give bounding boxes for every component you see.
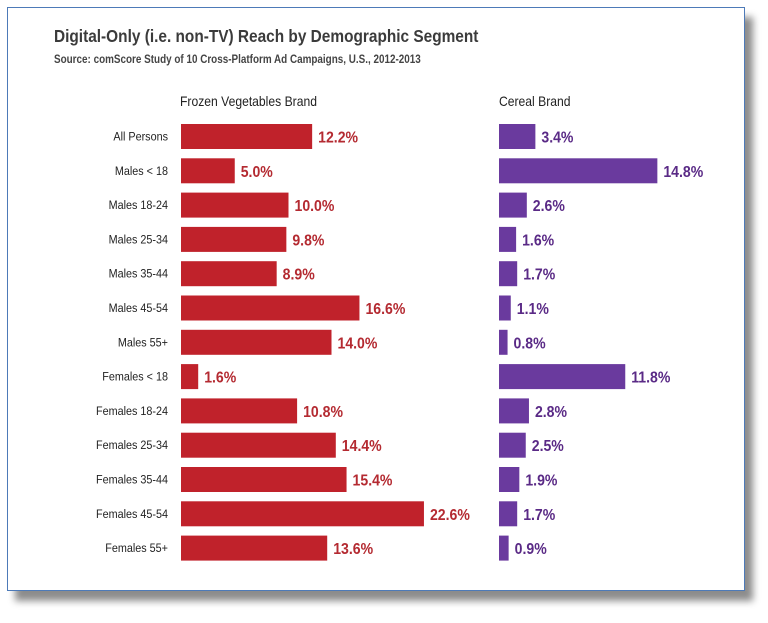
bar-cereal [499, 501, 518, 527]
data-label-frozen-vegetables: 9.8% [292, 232, 324, 250]
data-label-cereal: 1.7% [523, 266, 555, 284]
bar-cereal [499, 398, 529, 424]
data-label-cereal: 14.8% [663, 163, 703, 181]
data-label-cereal: 2.6% [533, 197, 565, 215]
data-label-cereal: 1.1% [517, 300, 549, 318]
data-label-frozen-vegetables: 22.6% [430, 506, 470, 524]
bar-cereal [499, 535, 509, 561]
bar-cereal [499, 226, 517, 252]
data-label-cereal: 1.9% [525, 472, 557, 490]
data-label-frozen-vegetables: 10.0% [295, 197, 335, 215]
bar-cereal [499, 261, 518, 287]
data-label-cereal: 0.8% [514, 334, 546, 352]
chart-title: Digital-Only (i.e. non-TV) Reach by Demo… [54, 26, 479, 46]
bar-cereal [499, 467, 520, 492]
bar-frozen-vegetables [181, 261, 277, 287]
data-label-cereal: 1.6% [522, 232, 554, 250]
category-label: Females 55+ [105, 543, 168, 556]
bar-frozen-vegetables [181, 295, 360, 321]
bar-frozen-vegetables [181, 192, 289, 218]
bar-frozen-vegetables [181, 535, 328, 561]
data-label-cereal: 0.9% [515, 540, 547, 558]
data-label-cereal: 3.4% [541, 129, 573, 147]
bar-cereal [499, 364, 626, 390]
category-label: Females 25-34 [96, 440, 169, 453]
category-label: Males 25-34 [109, 234, 169, 247]
data-label-frozen-vegetables: 1.6% [204, 369, 236, 387]
category-label: Females 45-54 [96, 508, 169, 521]
category-label: Males 35-44 [109, 268, 169, 281]
series-title-frozen-vegetables: Frozen Vegetables Brand [180, 93, 317, 109]
data-label-frozen-vegetables: 12.2% [318, 129, 358, 147]
data-label-frozen-vegetables: 13.6% [333, 540, 373, 558]
category-label: Females < 18 [102, 371, 168, 384]
chart-frame [7, 7, 745, 591]
data-label-frozen-vegetables: 5.0% [241, 163, 273, 181]
bar-frozen-vegetables [181, 501, 424, 527]
category-label: Females 18-24 [96, 405, 169, 418]
category-label: All Persons [113, 131, 168, 144]
bar-frozen-vegetables [181, 158, 235, 184]
bar-cereal [499, 295, 511, 321]
data-label-cereal: 1.7% [523, 506, 555, 524]
series-title-cereal: Cereal Brand [499, 93, 571, 109]
bar-frozen-vegetables [181, 124, 313, 149]
bar-cereal [499, 329, 508, 355]
bar-cereal [499, 158, 658, 184]
data-label-frozen-vegetables: 8.9% [283, 266, 315, 284]
category-label: Males < 18 [115, 165, 168, 178]
category-label: Females 35-44 [96, 474, 169, 487]
data-label-cereal: 11.8% [631, 369, 670, 387]
data-label-frozen-vegetables: 15.4% [353, 472, 393, 490]
bar-frozen-vegetables [181, 226, 287, 252]
bar-frozen-vegetables [181, 329, 332, 355]
data-label-frozen-vegetables: 14.4% [342, 437, 382, 455]
data-label-frozen-vegetables: 14.0% [338, 334, 378, 352]
category-label: Males 18-24 [109, 200, 169, 213]
bar-frozen-vegetables [181, 467, 347, 492]
bar-frozen-vegetables [181, 398, 298, 424]
data-label-cereal: 2.5% [532, 437, 564, 455]
bar-frozen-vegetables [181, 432, 336, 458]
bar-frozen-vegetables [181, 364, 199, 390]
category-label: Males 55+ [118, 337, 168, 350]
data-label-frozen-vegetables: 10.8% [303, 403, 343, 421]
data-label-cereal: 2.8% [535, 403, 567, 421]
bar-cereal [499, 124, 536, 149]
category-label: Males 45-54 [109, 303, 169, 316]
data-label-frozen-vegetables: 16.6% [365, 300, 405, 318]
chart-subtitle: Source: comScore Study of 10 Cross-Platf… [54, 54, 421, 66]
bar-cereal [499, 432, 526, 458]
bar-cereal [499, 192, 527, 218]
